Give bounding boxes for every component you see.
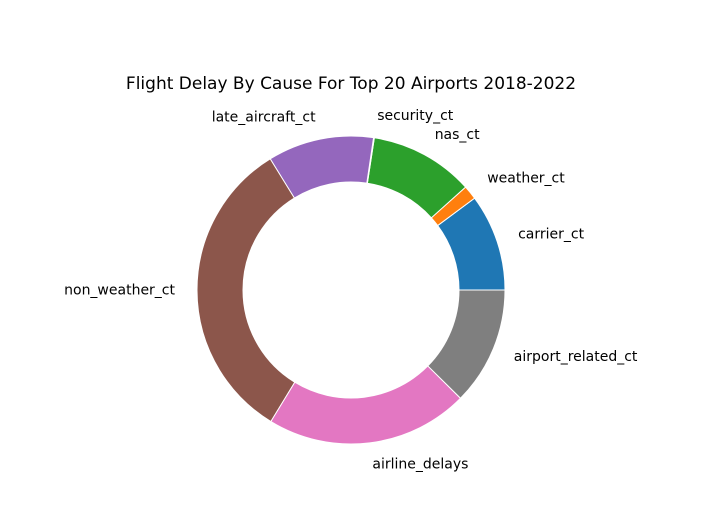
slices-layer [196,135,506,445]
slice-label-non-weather-ct: non_weather_ct [64,283,175,299]
chart-title: Flight Delay By Cause For Top 20 Airport… [126,74,576,94]
slice-label-airline-delays: airline_delays [372,457,468,473]
slice-label-airport-related-ct: airport_related_ct [514,349,638,365]
slice-label-late-aircraft-ct: late_aircraft_ct [212,110,316,126]
slice-label-weather-ct: weather_ct [487,171,565,187]
slice-airport-related-ct [427,289,506,399]
slice-label-carrier-ct: carrier_ct [518,227,584,243]
slice-label-nas-ct: nas_ct [435,127,480,143]
slice-label-security-ct: security_ct [377,108,454,124]
labels-layer: carrier_ct weather_ct nas_ct security_ct lat… [64,108,638,473]
slice-non-weather-ct [196,158,296,423]
